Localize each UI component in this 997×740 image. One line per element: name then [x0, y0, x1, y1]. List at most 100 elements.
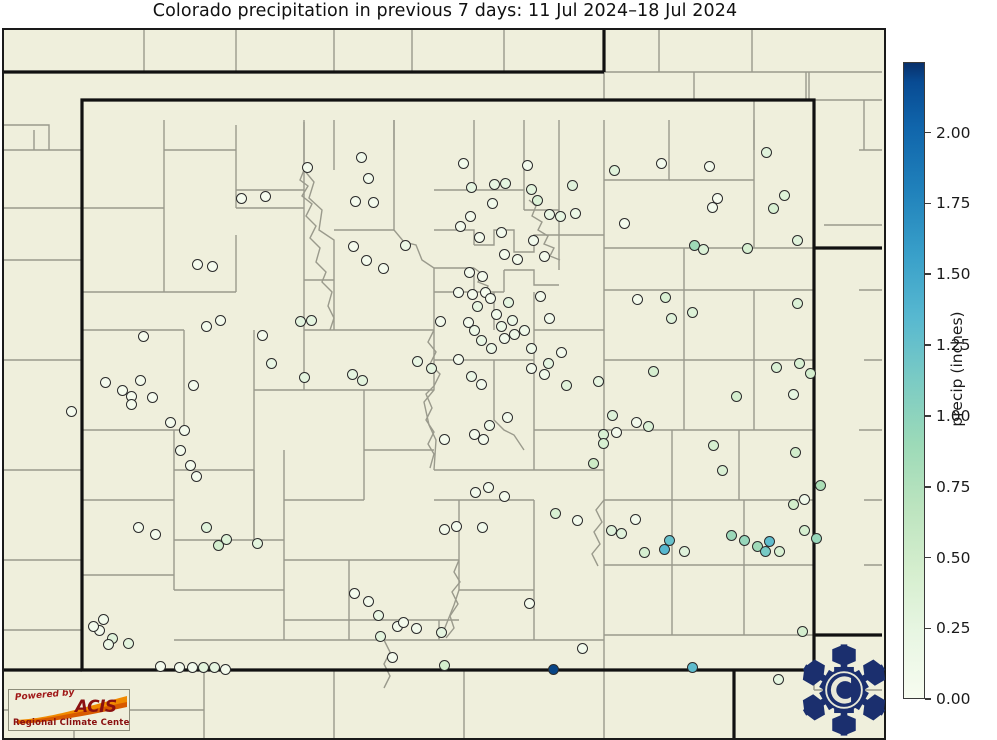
station-point[interactable] [725, 529, 737, 541]
station-point[interactable] [549, 507, 561, 519]
station-point[interactable] [773, 545, 785, 557]
station-point[interactable] [525, 362, 537, 374]
station-point[interactable] [534, 290, 546, 302]
station-point[interactable] [174, 444, 186, 456]
station-point[interactable] [347, 240, 359, 252]
station-point[interactable] [597, 437, 609, 449]
station-point[interactable] [301, 161, 313, 173]
station-point[interactable] [348, 587, 360, 599]
acis-logo[interactable]: Powered by ACIS Regional Climate Centers [8, 689, 130, 731]
station-point[interactable] [711, 192, 723, 204]
station-point[interactable] [438, 433, 450, 445]
station-point[interactable] [87, 620, 99, 632]
station-point[interactable] [789, 446, 801, 458]
station-point[interactable] [346, 368, 358, 380]
station-point[interactable] [804, 367, 816, 379]
station-point[interactable] [425, 362, 437, 374]
station-point[interactable] [618, 217, 630, 229]
station-point[interactable] [164, 416, 176, 428]
station-point[interactable] [476, 521, 488, 533]
station-point[interactable] [787, 498, 799, 510]
station-point[interactable] [235, 192, 247, 204]
station-point[interactable] [615, 527, 627, 539]
station-point[interactable] [386, 651, 398, 663]
station-point[interactable] [208, 661, 220, 673]
station-point[interactable] [523, 597, 535, 609]
station-point[interactable] [502, 296, 514, 308]
station-point[interactable] [760, 146, 772, 158]
station-point[interactable] [488, 178, 500, 190]
station-point[interactable] [707, 439, 719, 451]
station-point[interactable] [471, 300, 483, 312]
station-point[interactable] [798, 524, 810, 536]
station-point[interactable] [770, 361, 782, 373]
station-point[interactable] [256, 329, 268, 341]
station-point[interactable] [452, 353, 464, 365]
station-point[interactable] [355, 151, 367, 163]
station-point[interactable] [360, 254, 372, 266]
colorbar[interactable]: 2.00 1.75 1.50 1.25 1.00 0.75 0.50 0.25 0.00 [903, 62, 971, 708]
station-point[interactable] [576, 642, 588, 654]
station-point[interactable] [555, 346, 567, 358]
station-point[interactable] [606, 409, 618, 421]
station-point[interactable] [397, 616, 409, 628]
station-point[interactable] [212, 539, 224, 551]
station-point[interactable] [197, 661, 209, 673]
station-point[interactable] [663, 534, 675, 546]
station-point[interactable] [372, 609, 384, 621]
station-point[interactable] [116, 384, 128, 396]
station-point[interactable] [465, 181, 477, 193]
station-point[interactable] [438, 659, 450, 671]
station-point[interactable] [659, 291, 671, 303]
station-point[interactable] [814, 479, 826, 491]
station-point[interactable] [466, 288, 478, 300]
station-point[interactable] [476, 270, 488, 282]
station-point[interactable] [374, 630, 386, 642]
station-point[interactable] [191, 258, 203, 270]
station-point[interactable] [587, 457, 599, 469]
station-point[interactable] [631, 293, 643, 305]
station-point[interactable] [137, 330, 149, 342]
station-point[interactable] [793, 357, 805, 369]
station-point[interactable] [538, 368, 550, 380]
station-point[interactable] [259, 190, 271, 202]
station-point[interactable] [498, 332, 510, 344]
station-point[interactable] [220, 533, 232, 545]
station-point[interactable] [767, 202, 779, 214]
station-point[interactable] [464, 210, 476, 222]
station-point[interactable] [716, 464, 728, 476]
station-point[interactable] [490, 308, 502, 320]
station-point[interactable] [484, 292, 496, 304]
station-point[interactable] [706, 201, 718, 213]
station-point[interactable] [362, 595, 374, 607]
station-point[interactable] [703, 160, 715, 172]
station-point[interactable] [132, 521, 144, 533]
station-point[interactable] [102, 638, 114, 650]
station-point[interactable] [298, 371, 310, 383]
station-point[interactable] [521, 159, 533, 171]
station-point[interactable] [463, 266, 475, 278]
station-point[interactable] [483, 419, 495, 431]
station-point[interactable] [454, 220, 466, 232]
snowflake-c-icon[interactable] [795, 643, 893, 737]
station-point[interactable] [796, 625, 808, 637]
station-point[interactable] [697, 243, 709, 255]
station-point[interactable] [99, 376, 111, 388]
station-point[interactable] [508, 328, 520, 340]
station-point[interactable] [592, 375, 604, 387]
station-point[interactable] [518, 324, 530, 336]
station-point[interactable] [184, 459, 196, 471]
station-point[interactable] [294, 315, 306, 327]
station-point[interactable] [457, 157, 469, 169]
station-point[interactable] [678, 545, 690, 557]
station-point[interactable] [367, 196, 379, 208]
station-point[interactable] [542, 357, 554, 369]
station-point[interactable] [543, 208, 555, 220]
station-point[interactable] [486, 197, 498, 209]
station-point[interactable] [495, 226, 507, 238]
station-point[interactable] [498, 490, 510, 502]
station-point[interactable] [399, 239, 411, 251]
station-point[interactable] [450, 520, 462, 532]
station-point[interactable] [265, 357, 277, 369]
station-point[interactable] [647, 365, 659, 377]
